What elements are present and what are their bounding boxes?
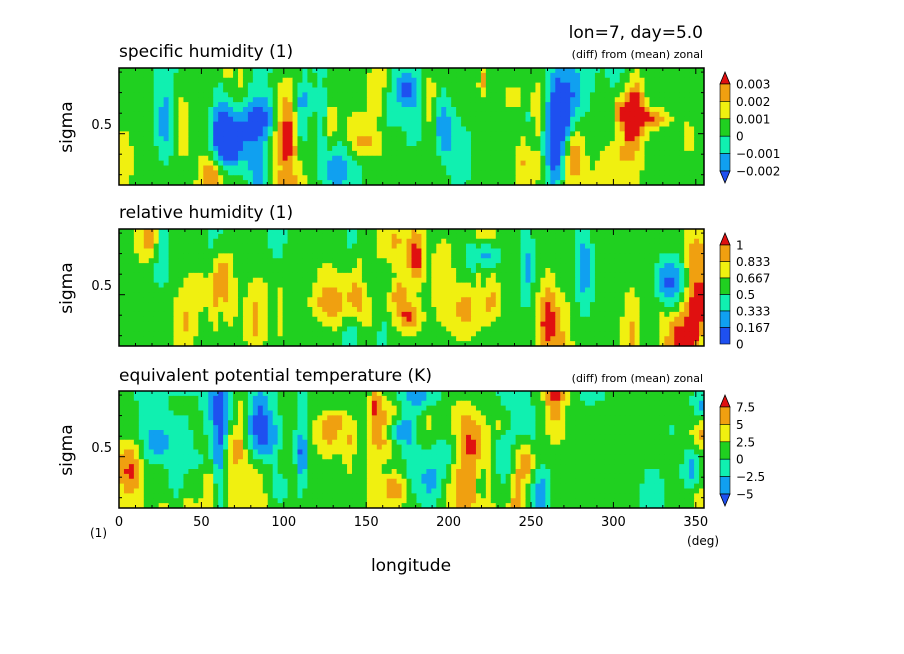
panel-3-frame	[118, 390, 705, 509]
colorbar-1-bottom-triangle	[719, 170, 731, 185]
colorbar-2-label-2: 0.667	[736, 272, 770, 286]
colorbar-1-label-5: −0.002	[736, 165, 780, 179]
x-tick-label-200: 200	[436, 515, 461, 530]
colorbar-1-label-0: 0.003	[736, 78, 770, 92]
panel-2-colorbar: 1 0.833 0.667 0.5 0.333 0.167 0	[719, 231, 770, 352]
x-axis-unit: (deg)	[687, 534, 719, 548]
colorbar-3-label-2: 2.5	[736, 435, 755, 449]
colorbar-3-segment-1	[719, 424, 731, 443]
panel-1-ytick-label: 0.5	[91, 118, 112, 133]
colorbar-2-segment-3	[719, 294, 731, 312]
colorbar-2-label-0: 1	[736, 239, 744, 253]
colorbar-3-top-triangle	[719, 393, 731, 408]
colorbar-3-label-1: 5	[736, 418, 744, 432]
colorbar-3-segment-2	[719, 441, 731, 460]
colorbar-3-label-4: −2.5	[736, 470, 765, 484]
colorbar-1-segment-0	[719, 83, 731, 102]
colorbar-1-top-triangle	[719, 70, 731, 85]
colorbar-3-label-5: −5	[736, 488, 754, 502]
x-tick-label-300: 300	[601, 515, 626, 530]
panel-1-title: specific humidity (1)	[119, 42, 293, 62]
panel-1-ticks	[118, 68, 704, 185]
colorbar-1-segment-2	[719, 118, 731, 137]
x-tick-label-350: 350	[683, 515, 708, 530]
colorbar-2-label-4: 0.333	[736, 305, 770, 319]
colorbar-3-segment-0	[719, 406, 731, 425]
colorbar-2-label-6: 0	[736, 338, 744, 352]
panel-2-frame	[118, 228, 705, 347]
panel-relative-humidity: relative humidity (1) sigma 0.5 1 0.833 0.…	[57, 203, 770, 352]
panel-2-title: relative humidity (1)	[119, 203, 293, 223]
panel-specific-humidity: specific humidity (1) (diff) from (mean)…	[57, 42, 780, 186]
panel-2-field	[119, 229, 704, 346]
panel-1-colorbar: 0.003 0.002 0.001 0 −0.001 −0.002	[719, 70, 780, 185]
run-label: lon=7, day=5.0	[569, 23, 703, 43]
colorbar-1-segment-1	[719, 101, 731, 120]
colorbar-2-segment-5	[719, 327, 731, 345]
colorbar-2-segment-1	[719, 261, 731, 279]
colorbar-3-label-3: 0	[736, 453, 744, 467]
colorbar-2-label-3: 0.5	[736, 288, 755, 302]
colorbar-3-segment-3	[719, 458, 731, 477]
panel-3-colorbar: 7.5 5 2.5 0 −2.5 −5	[719, 393, 765, 508]
panel-2-ytick-label: 0.5	[91, 279, 112, 294]
colorbar-2-label-5: 0.167	[736, 321, 770, 335]
panel-3-ylabel: sigma	[57, 424, 77, 475]
panel-1-note: (diff) from (mean) zonal	[572, 48, 703, 61]
x-tick-label-100: 100	[271, 515, 296, 530]
colorbar-2-label-1: 0.833	[736, 255, 770, 269]
colorbar-1-label-1: 0.002	[736, 95, 770, 109]
panel-equivalent-potential-temperature: equivalent potential temperature (K) (di…	[57, 366, 765, 509]
panel-2-ylabel: sigma	[57, 262, 77, 313]
colorbar-1-segment-3	[719, 135, 731, 154]
panel-3-ytick-label: 0.5	[91, 441, 112, 456]
colorbar-3-label-0: 7.5	[736, 401, 755, 415]
panel-3-ticks	[118, 391, 704, 508]
x-axis-label: longitude	[371, 556, 451, 576]
colorbar-3-segment-4	[719, 476, 731, 495]
panel-1-ylabel: sigma	[57, 101, 77, 152]
colorbar-1-segment-4	[719, 153, 731, 172]
colorbar-1-label-2: 0.001	[736, 112, 770, 126]
colorbar-2-top-triangle	[719, 231, 731, 246]
colorbar-2-segment-0	[719, 244, 731, 262]
colorbar-2-segment-4	[719, 310, 731, 328]
x-tick-label-150: 150	[354, 515, 379, 530]
panel-3-field	[119, 391, 704, 508]
panel-1-frame	[118, 67, 705, 186]
colorbar-1-label-3: 0	[736, 130, 744, 144]
x-tick-label-0: 0	[115, 515, 123, 530]
bottom-left-unit: (1)	[90, 526, 107, 540]
x-axis-tick-labels: 0 50 100 150 200 250 300 350	[115, 515, 708, 530]
colorbar-2-segment-2	[719, 277, 731, 295]
colorbar-3-bottom-triangle	[719, 493, 731, 508]
panel-2-ticks	[118, 229, 704, 346]
colorbar-1-label-4: −0.001	[736, 147, 780, 161]
panel-1-field	[119, 68, 704, 185]
panel-3-title: equivalent potential temperature (K)	[119, 366, 432, 386]
x-tick-label-250: 250	[519, 515, 544, 530]
panel-3-note: (diff) from (mean) zonal	[572, 372, 703, 385]
x-tick-label-50: 50	[193, 515, 210, 530]
